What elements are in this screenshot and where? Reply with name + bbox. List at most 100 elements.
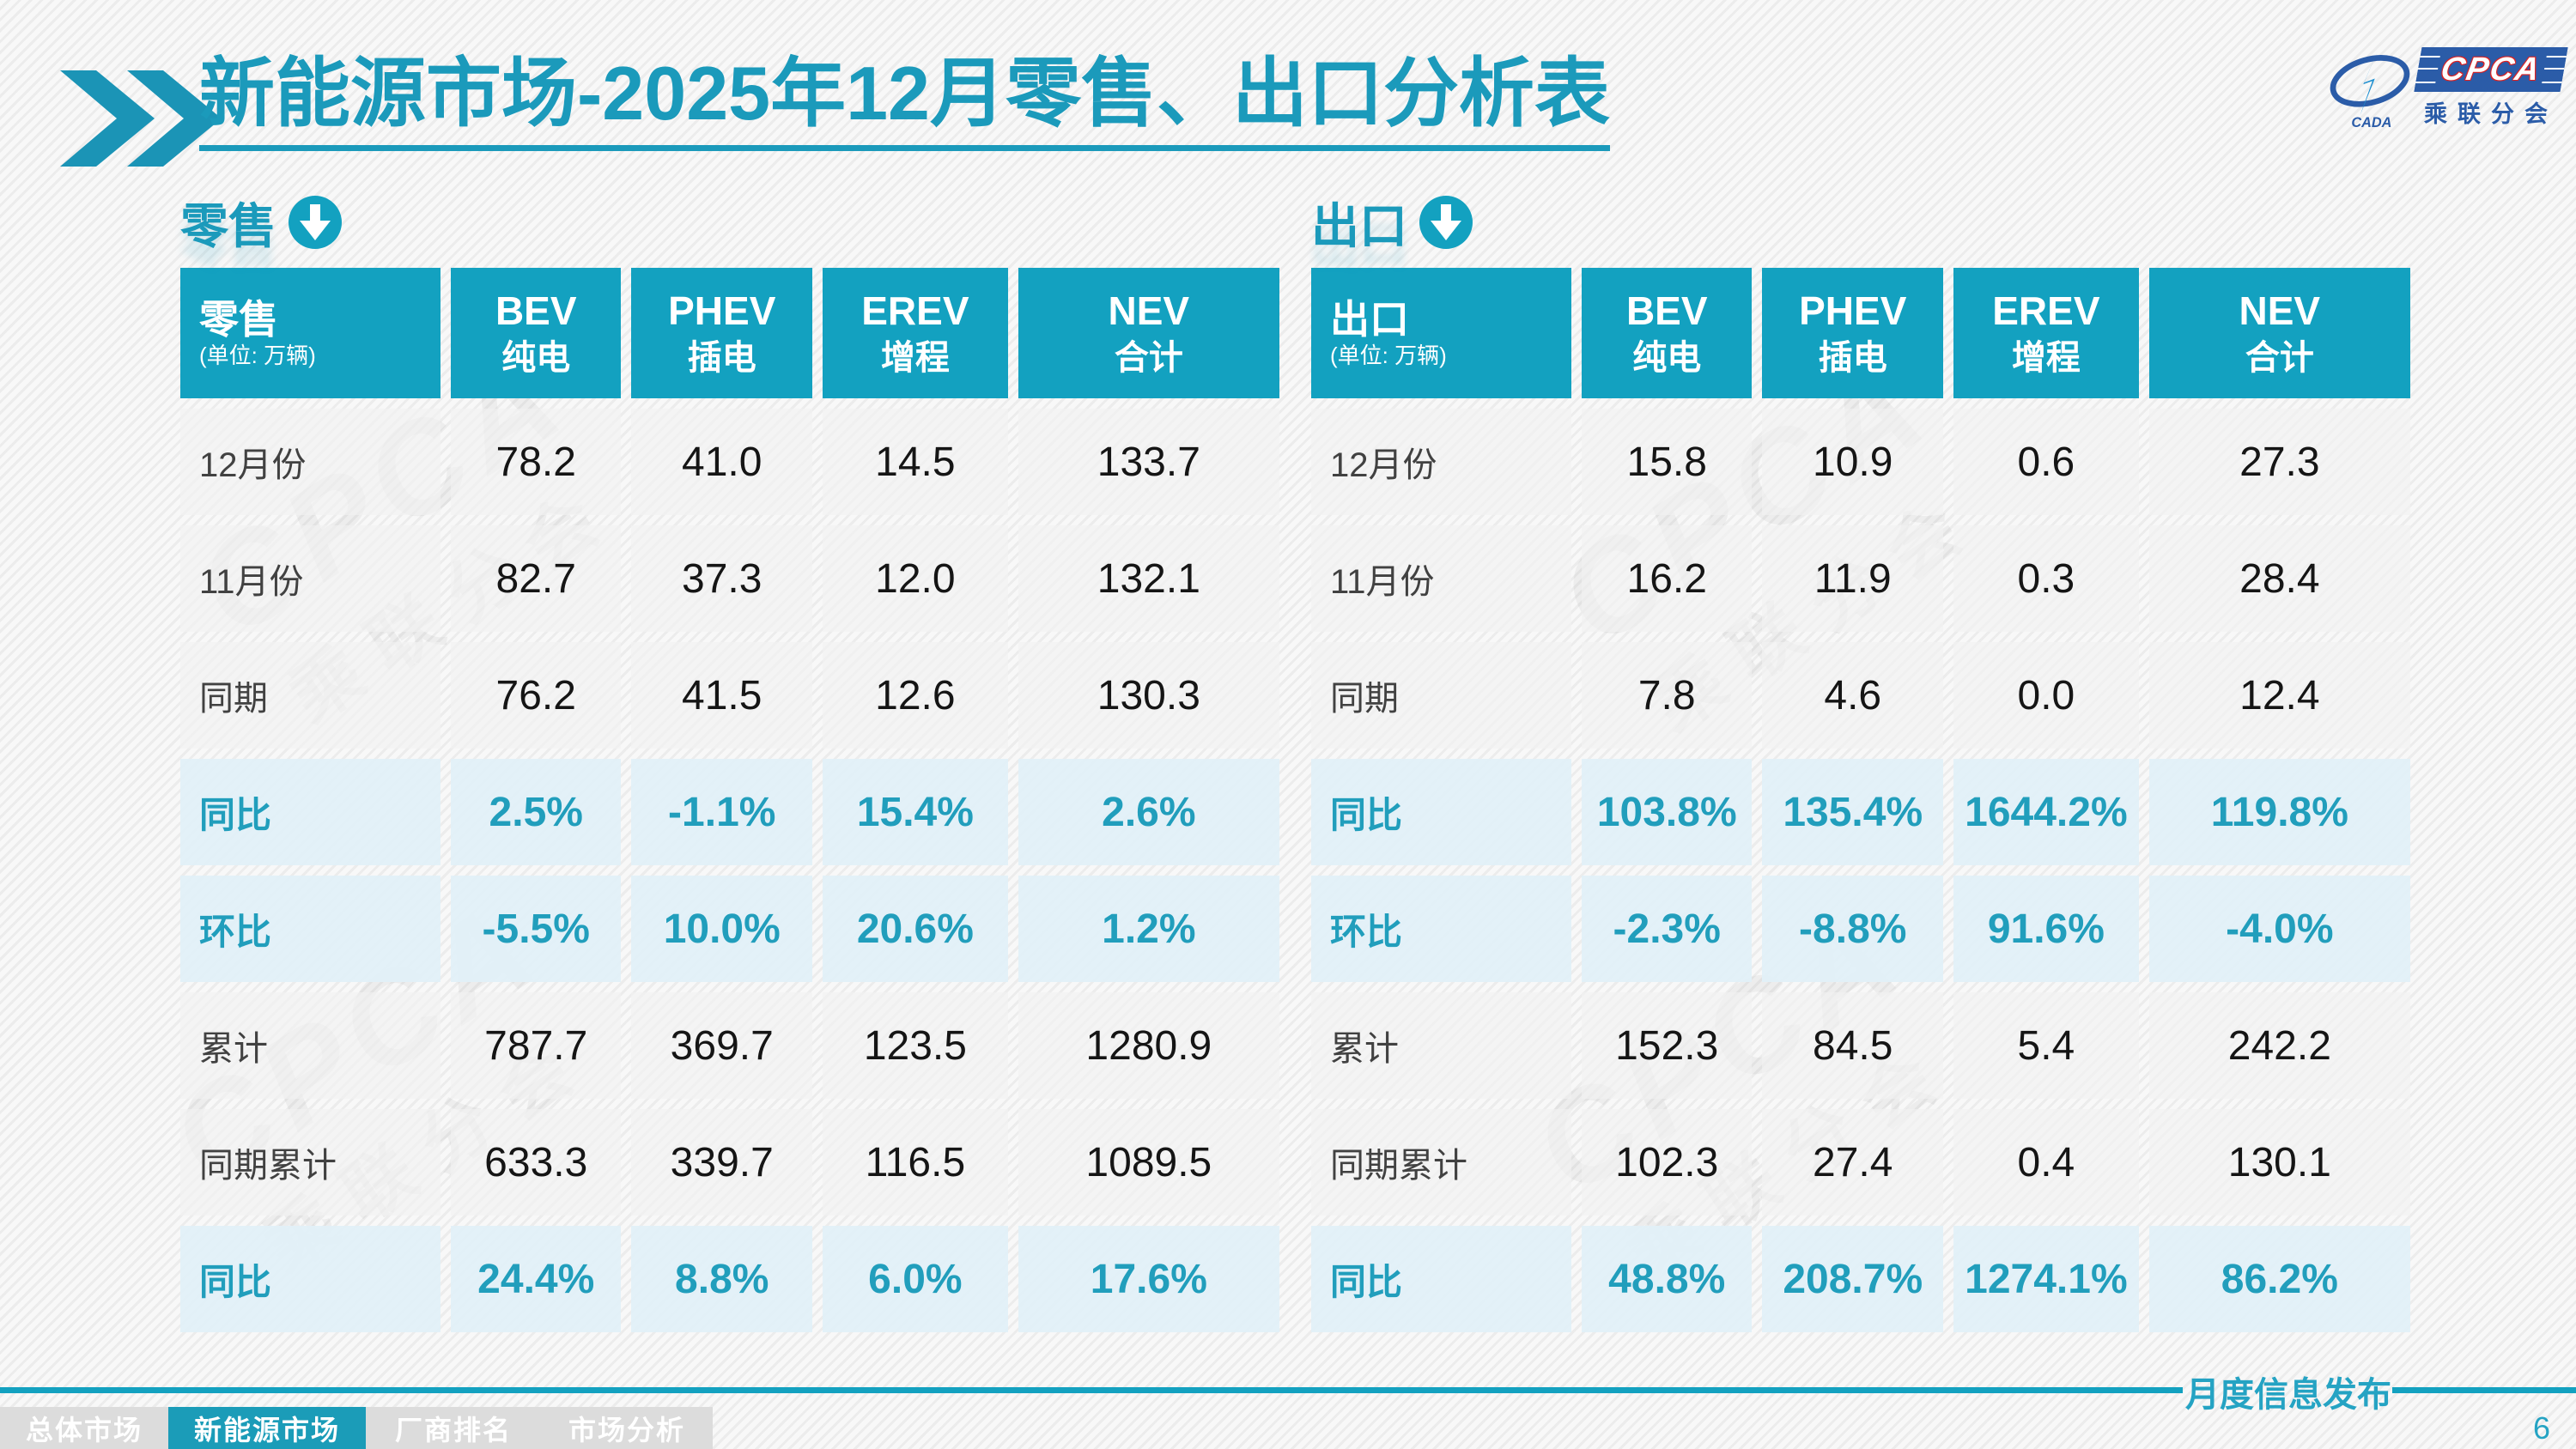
row-label-cell: 12月份 [180, 409, 441, 515]
value-cell: -8.8% [1762, 876, 1944, 982]
value-cell: 91.6% [1953, 876, 2139, 982]
down-arrow-icon [1419, 196, 1473, 249]
table-row: 12月份 15.8 10.9 0.6 27.3 [1311, 409, 2410, 515]
table-header-row: 零售 (单位: 万辆) BEV 纯电 PHEV 插电 EREV 增程 NEV 合计 [180, 268, 1279, 398]
value-cell: 369.7 [631, 992, 813, 1099]
down-arrow-icon [289, 196, 342, 249]
value-cell: 119.8% [2148, 759, 2410, 865]
value-cell: 633.3 [451, 1109, 622, 1216]
corner-header-cell: 出口 (单位: 万辆) [1311, 268, 1572, 398]
retail-section-header: 零售 [180, 187, 1279, 258]
value-cell: 14.5 [823, 409, 1008, 515]
value-cell: 132.1 [1018, 525, 1279, 632]
section-nav: 总体市场 新能源市场 厂商排名 市场分析 [0, 1407, 713, 1449]
table-row: 同期累计 102.3 27.4 0.4 130.1 [1311, 1109, 2410, 1216]
value-cell: 41.5 [631, 642, 813, 749]
table-row: 累计 152.3 84.5 5.4 242.2 [1311, 992, 2410, 1099]
export-section-label: 出口 [1311, 198, 1407, 253]
table-row: 12月份 78.2 41.0 14.5 133.7 [180, 409, 1279, 515]
value-cell: 116.5 [823, 1109, 1008, 1216]
value-cell: 133.7 [1018, 409, 1279, 515]
value-cell: 339.7 [631, 1109, 813, 1216]
table-row: 累计 787.7 369.7 123.5 1280.9 [180, 992, 1279, 1099]
value-cell: 76.2 [451, 642, 622, 749]
publication-label: 月度信息发布 [2185, 1374, 2391, 1415]
value-cell: 1280.9 [1018, 992, 1279, 1099]
table-row: 同比 48.8% 208.7% 1274.1% 86.2% [1311, 1226, 2410, 1332]
table-row: 同期累计 633.3 339.7 116.5 1089.5 [180, 1109, 1279, 1216]
row-label-cell: 同比 [180, 1226, 441, 1332]
value-cell: 84.5 [1762, 992, 1944, 1099]
footer-rule-right [2392, 1387, 2576, 1393]
value-cell: 242.2 [2148, 992, 2410, 1099]
row-label-cell: 同比 [180, 759, 441, 865]
row-label-cell: 同期 [180, 642, 441, 749]
row-label-cell: 同比 [1311, 759, 1572, 865]
double-chevron-icon [60, 70, 222, 167]
value-cell: 0.3 [1953, 525, 2139, 632]
row-label-cell: 11月份 [180, 525, 441, 632]
retail-table: 零售 (单位: 万辆) BEV 纯电 PHEV 插电 EREV 增程 NEV 合计 12… [170, 258, 1290, 1343]
value-cell: -2.3% [1582, 876, 1753, 982]
table-row: 环比 -5.5% 10.0% 20.6% 1.2% [180, 876, 1279, 982]
value-cell: 10.9 [1762, 409, 1944, 515]
value-cell: 17.6% [1018, 1226, 1279, 1332]
value-cell: 0.6 [1953, 409, 2139, 515]
table-row: 同比 24.4% 8.8% 6.0% 17.6% [180, 1226, 1279, 1332]
row-label-cell: 同期 [1311, 642, 1572, 749]
tab-oem-ranking[interactable]: 厂商排名 [394, 1414, 512, 1446]
value-cell: 1089.5 [1018, 1109, 1279, 1216]
row-label-cell: 环比 [180, 876, 441, 982]
tab-overall-market[interactable]: 总体市场 [25, 1414, 143, 1446]
value-cell: 12.4 [2148, 642, 2410, 749]
value-cell: 28.4 [2148, 525, 2410, 632]
value-cell: 20.6% [823, 876, 1008, 982]
value-cell: 0.0 [1953, 642, 2139, 749]
column-header-bev: BEV 纯电 [451, 268, 622, 398]
cpca-logo: CADA CPCA 乘联分会 [2329, 36, 2568, 139]
table-row: 环比 -2.3% -8.8% 91.6% -4.0% [1311, 876, 2410, 982]
row-label-cell: 11月份 [1311, 525, 1572, 632]
value-cell: 103.8% [1582, 759, 1753, 865]
row-label-cell: 累计 [1311, 992, 1572, 1099]
value-cell: 41.0 [631, 409, 813, 515]
cada-emblem-icon: CADA [2330, 49, 2410, 130]
value-cell: 787.7 [451, 992, 622, 1099]
value-cell: 8.8% [631, 1226, 813, 1332]
value-cell: 27.3 [2148, 409, 2410, 515]
table-row: 11月份 16.2 11.9 0.3 28.4 [1311, 525, 2410, 632]
value-cell: 1644.2% [1953, 759, 2139, 865]
value-cell: 15.4% [823, 759, 1008, 865]
value-cell: 6.0% [823, 1226, 1008, 1332]
column-header-erev: EREV 增程 [1953, 268, 2139, 398]
column-header-phev: PHEV 插电 [1762, 268, 1944, 398]
value-cell: -5.5% [451, 876, 622, 982]
tab-nev-market[interactable]: 新能源市场 [168, 1407, 366, 1449]
cpca-branch-label: 乘联分会 [2424, 100, 2558, 127]
page-title: 新能源市场-2025年12月零售、出口分析表 [199, 50, 1610, 152]
page-number: 6 [2532, 1410, 2551, 1446]
row-label-cell: 同期累计 [180, 1109, 441, 1216]
tab-market-analysis[interactable]: 市场分析 [568, 1414, 685, 1446]
table-header-row: 出口 (单位: 万辆) BEV 纯电 PHEV 插电 EREV 增程 NEV 合计 [1311, 268, 2410, 398]
value-cell: 2.5% [451, 759, 622, 865]
value-cell: 27.4 [1762, 1109, 1944, 1216]
column-header-erev: EREV 增程 [823, 268, 1008, 398]
value-cell: 15.8 [1582, 409, 1753, 515]
value-cell: -1.1% [631, 759, 813, 865]
retail-section-label: 零售 [180, 198, 276, 253]
cada-label: CADA [2351, 115, 2391, 130]
column-header-nev: NEV 合计 [1018, 268, 1279, 398]
column-header-bev: BEV 纯电 [1582, 268, 1753, 398]
value-cell: 130.3 [1018, 642, 1279, 749]
column-header-phev: PHEV 插电 [631, 268, 813, 398]
value-cell: 16.2 [1582, 525, 1753, 632]
value-cell: 4.6 [1762, 642, 1944, 749]
cpca-text: CPCA [2434, 52, 2548, 88]
table-row: 同比 2.5% -1.1% 15.4% 2.6% [180, 759, 1279, 865]
row-label-cell: 环比 [1311, 876, 1572, 982]
value-cell: 5.4 [1953, 992, 2139, 1099]
